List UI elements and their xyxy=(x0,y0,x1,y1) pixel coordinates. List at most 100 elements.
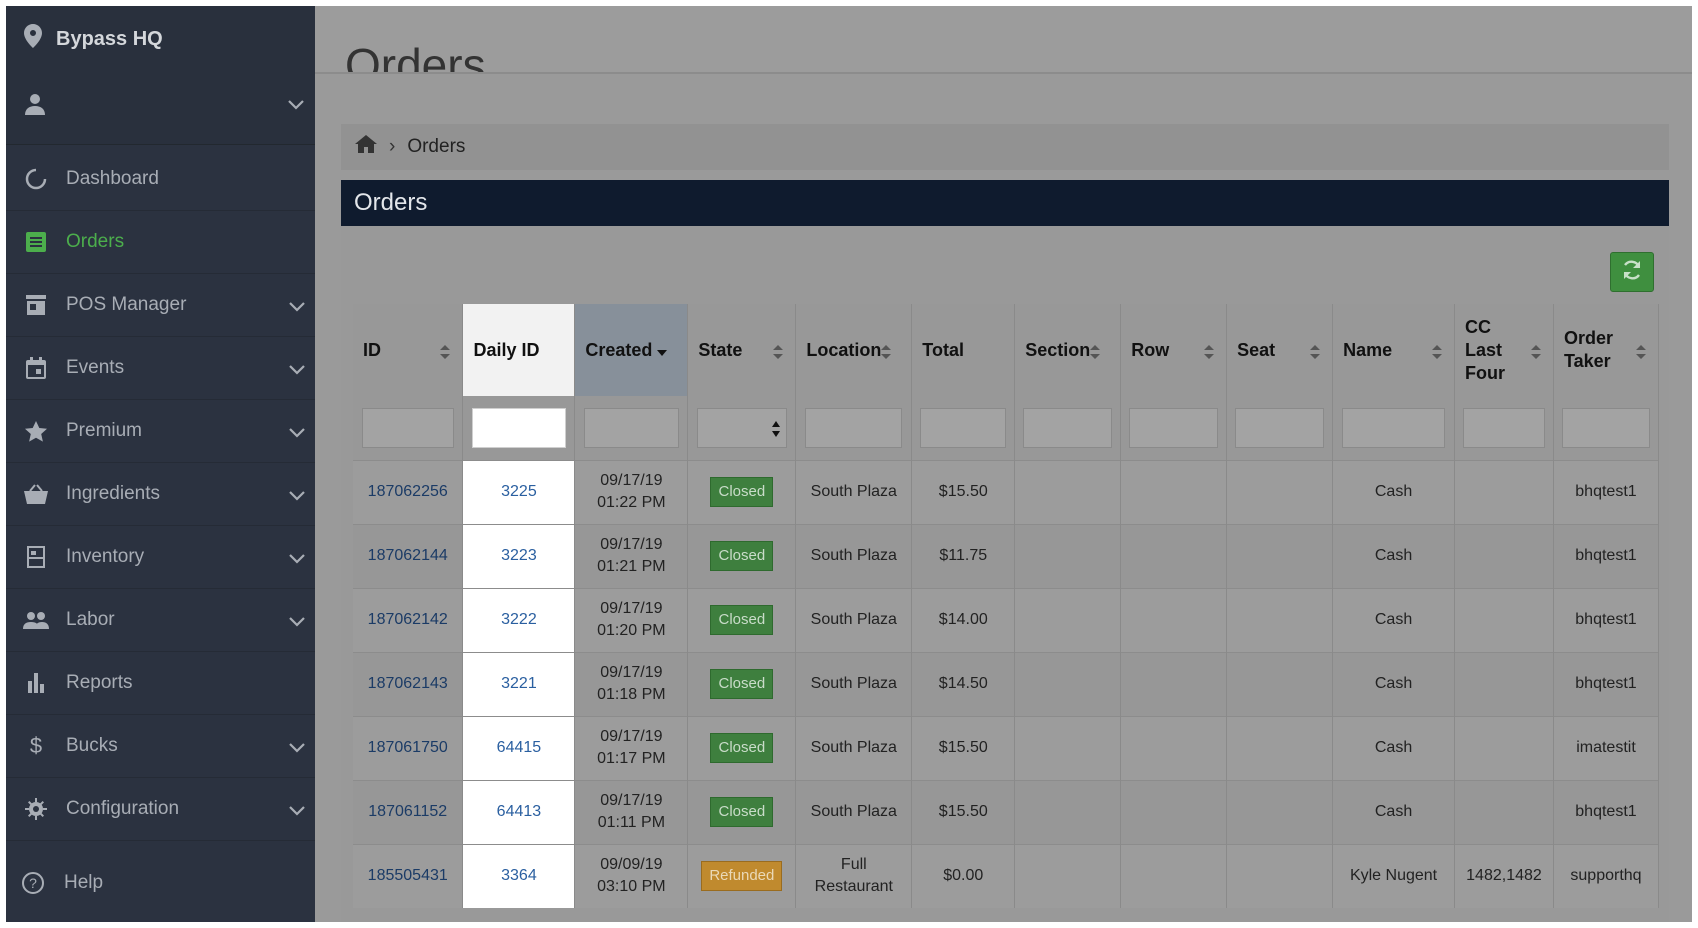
sort-icon xyxy=(1204,342,1215,365)
section-cell xyxy=(1014,651,1122,716)
column-header-seat[interactable]: Seat xyxy=(1226,304,1334,396)
column-header-created[interactable]: Created xyxy=(574,304,689,396)
section-cell xyxy=(1014,779,1122,844)
sidebar-item-events[interactable]: Events xyxy=(6,337,315,400)
cc-cell xyxy=(1454,779,1554,844)
filter-id-input[interactable] xyxy=(361,407,454,448)
cc-cell xyxy=(1454,715,1554,780)
order-id-link[interactable]: 185505431 xyxy=(367,867,448,885)
user-menu[interactable] xyxy=(24,88,304,124)
name-cell: Cash xyxy=(1332,523,1455,588)
question-icon: ? xyxy=(22,872,44,894)
order-id-link[interactable]: 187061750 xyxy=(367,739,448,756)
column-label: Row xyxy=(1131,339,1170,360)
sidebar-item-orders[interactable]: Orders xyxy=(6,211,315,274)
sidebar-item-label: Orders xyxy=(66,231,125,252)
column-label: Taker xyxy=(1563,351,1611,371)
sidebar-item-label: Dashboard xyxy=(66,168,159,189)
daily-id-link[interactable]: 3225 xyxy=(501,483,537,500)
filter-taker-input[interactable] xyxy=(1562,407,1650,448)
sidebar-item-bucks[interactable]: $ Bucks xyxy=(6,715,315,778)
row-cell xyxy=(1120,715,1228,780)
column-label: Order xyxy=(1563,328,1613,348)
app-window: Bypass HQ Dashboard xyxy=(6,6,1692,922)
help-link[interactable]: ? Help xyxy=(22,872,103,894)
column-header-state[interactable]: State xyxy=(687,304,797,396)
sidebar-item-reports[interactable]: Reports xyxy=(6,652,315,715)
order-id-link[interactable]: 187061152 xyxy=(368,803,448,820)
order-id-link[interactable]: 187062143 xyxy=(367,675,448,692)
home-icon[interactable] xyxy=(355,135,377,159)
column-label: Created xyxy=(585,339,653,360)
section-cell xyxy=(1014,715,1122,780)
column-label: Four xyxy=(1465,362,1505,383)
order-taker-cell: bhqtest1 xyxy=(1553,651,1660,716)
filter-state-select[interactable] xyxy=(696,407,787,448)
column-header-id[interactable]: ID xyxy=(353,304,464,396)
sidebar-item-dashboard[interactable]: Dashboard xyxy=(6,148,315,211)
column-header-total[interactable]: Total xyxy=(911,304,1016,396)
column-header-name[interactable]: Name xyxy=(1332,304,1455,396)
sidebar-item-premium[interactable]: Premium xyxy=(6,400,315,463)
daily-id-link[interactable]: 3222 xyxy=(501,611,537,628)
order-id-link[interactable]: 187062144 xyxy=(367,547,448,564)
table-row: 187062144 3223 09/17/19 01:21 PM Closed S… xyxy=(353,523,1660,588)
cc-cell xyxy=(1454,459,1554,524)
sort-icon xyxy=(1530,342,1541,365)
table-row: 187062256 3225 09/17/19 01:22 PM Closed S… xyxy=(353,459,1660,524)
created-date: 09/17/19 xyxy=(600,536,663,553)
column-header-section[interactable]: Section xyxy=(1014,304,1122,396)
filter-section-input[interactable] xyxy=(1023,407,1112,448)
column-header-location[interactable]: Location xyxy=(795,304,913,396)
seat-cell xyxy=(1226,779,1334,844)
order-id-link[interactable]: 187062142 xyxy=(367,611,448,628)
daily-id-link[interactable]: 64415 xyxy=(496,739,542,756)
sidebar-item-ingredients[interactable]: Ingredients xyxy=(6,463,315,526)
column-header-row[interactable]: Row xyxy=(1120,304,1228,396)
sidebar-item-pos-manager[interactable]: POS Manager xyxy=(6,274,315,337)
created-date: 09/17/19 xyxy=(600,664,663,681)
sidebar-item-labor[interactable]: Labor xyxy=(6,589,315,652)
daily-id-link[interactable]: 3221 xyxy=(501,675,537,692)
created-time: 03:10 PM xyxy=(597,878,666,896)
daily-id-link[interactable]: 64413 xyxy=(496,803,542,820)
column-header-cc-last-four[interactable]: CC Last Four xyxy=(1454,304,1554,396)
sidebar-item-configuration[interactable]: Configuration xyxy=(6,778,315,841)
created-date: 09/17/19 xyxy=(600,728,663,745)
daily-id-link[interactable]: 3223 xyxy=(501,547,537,564)
status-badge: Closed xyxy=(710,797,774,827)
created-time: 01:20 PM xyxy=(597,622,666,639)
cc-cell xyxy=(1454,587,1554,652)
total-cell: $0.00 xyxy=(911,843,1016,908)
filter-created-input[interactable] xyxy=(584,407,679,448)
filter-total-input[interactable] xyxy=(920,407,1007,448)
column-header-daily-id[interactable]: Daily ID xyxy=(462,304,576,396)
column-label: Daily ID xyxy=(473,339,540,360)
created-date: 09/17/19 xyxy=(600,600,663,617)
order-id-link[interactable]: 187062256 xyxy=(367,483,448,500)
filter-daily-id-input[interactable] xyxy=(472,407,566,448)
filter-row-input[interactable] xyxy=(1129,407,1218,448)
filter-cc-input[interactable] xyxy=(1462,407,1546,448)
row-cell xyxy=(1120,523,1228,588)
filter-name-input[interactable] xyxy=(1342,407,1445,448)
column-label: ID xyxy=(363,339,381,360)
sidebar-item-inventory[interactable]: Inventory xyxy=(6,526,315,589)
daily-id-link[interactable]: 3364 xyxy=(501,867,537,885)
refresh-button[interactable] xyxy=(1610,252,1654,292)
location-cell: South Plaza xyxy=(810,739,897,756)
refresh-icon xyxy=(1621,260,1643,285)
column-header-order-taker[interactable]: Order Taker xyxy=(1553,304,1660,396)
filter-location-input[interactable] xyxy=(805,407,903,448)
chevron-down-icon[interactable] xyxy=(288,97,304,115)
created-time: 01:22 PM xyxy=(597,494,666,511)
filter-seat-input[interactable] xyxy=(1235,407,1324,448)
location-selector[interactable]: Bypass HQ xyxy=(24,24,163,54)
location-cell: South Plaza xyxy=(810,483,897,500)
chevron-down-icon xyxy=(289,611,305,633)
seat-cell xyxy=(1226,587,1334,652)
created-time: 01:17 PM xyxy=(597,750,666,767)
basket-icon xyxy=(22,482,50,506)
sidebar-item-label: Premium xyxy=(66,420,143,441)
breadcrumb-separator-icon: › xyxy=(389,136,396,157)
